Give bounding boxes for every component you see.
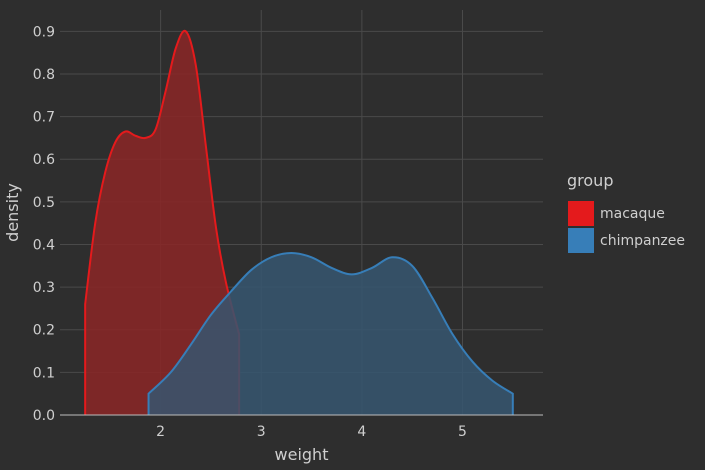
x-tick-labels: 2 3 4 5 (156, 424, 467, 440)
y-tick-label: 0.0 (33, 408, 55, 424)
x-axis-title: weight (275, 445, 329, 464)
y-tick-label: 0.9 (33, 24, 55, 40)
y-tick-label: 0.6 (33, 152, 55, 168)
y-tick-label: 0.3 (33, 280, 55, 296)
legend-swatch-chimpanzee (568, 228, 594, 253)
chimpanzee-density-line (147, 251, 514, 415)
y-axis-title: density (3, 183, 22, 242)
x-tick-label: 3 (257, 424, 266, 440)
y-tick-label: 0.7 (33, 110, 55, 126)
legend-title: group (567, 171, 613, 190)
x-tick-label: 4 (357, 424, 366, 440)
x-tick-label: 2 (156, 424, 165, 440)
y-tick-label: 0.5 (33, 195, 55, 211)
legend: group macaque chimpanzee (567, 171, 685, 253)
y-tick-labels: 0.0 0.1 0.2 0.3 0.4 0.5 0.6 0.7 0.8 0.9 (33, 24, 55, 424)
y-tick-label: 0.2 (33, 323, 55, 339)
x-tick-label: 5 (458, 424, 467, 440)
y-tick-label: 0.1 (33, 365, 55, 381)
macaque-density-area (85, 30, 240, 415)
macaque-density-line (84, 29, 241, 415)
y-tick-label: 0.8 (33, 67, 55, 83)
legend-label-macaque: macaque (600, 206, 665, 222)
y-tick-label: 0.4 (33, 237, 55, 253)
chimpanzee-density-area (148, 253, 513, 415)
legend-label-chimpanzee: chimpanzee (600, 233, 685, 249)
legend-swatch-macaque (568, 201, 594, 226)
density-areas (84, 29, 514, 415)
